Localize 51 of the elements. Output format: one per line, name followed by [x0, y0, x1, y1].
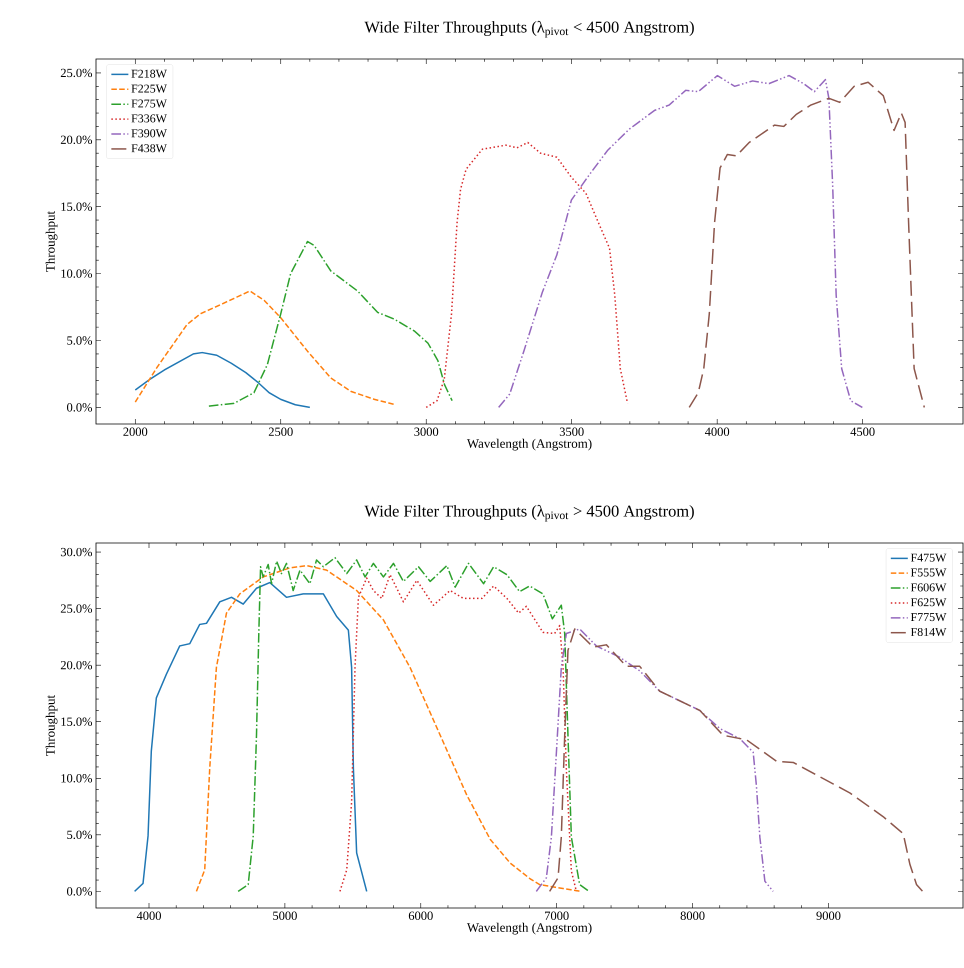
line-series	[425, 142, 628, 408]
x-tick-label: 4000	[136, 912, 161, 920]
y-axis-title: Throughput	[46, 695, 58, 756]
x-tick-label: 3000	[414, 428, 438, 436]
y-tick-label: 25.0%	[60, 68, 92, 78]
x-tick-label: 4500	[850, 428, 875, 436]
y-tick-label: 20.0%	[60, 660, 92, 670]
legend-label: F218W	[131, 70, 167, 78]
y-tick-label: 25.0%	[60, 604, 92, 613]
chart-title: Wide Filter Throughputs (λ$_{pivot}$ > 4500 Angstrom)	[364, 504, 694, 522]
x-tick-label: 3500	[560, 428, 584, 436]
y-tick-label: 0.0%	[67, 887, 92, 896]
y-axis-title: Throughput	[46, 211, 58, 272]
y-tick-label: 15.0%	[61, 717, 92, 726]
line-series	[134, 582, 368, 892]
line-series	[498, 74, 864, 408]
x-tick-label: 8000	[680, 912, 705, 920]
legend-label: F438W	[131, 144, 167, 152]
legend-label: F814W	[910, 628, 946, 636]
line-series	[688, 82, 926, 408]
y-tick-label: 15.0%	[61, 202, 92, 211]
legend-label: F275W	[131, 99, 167, 108]
legend-label: F225W	[131, 84, 167, 93]
y-tick-label: 20.0%	[60, 136, 92, 144]
y-tick-label: 10.0%	[61, 269, 92, 278]
line-series	[536, 628, 774, 892]
y-tick-label: 5.0%	[67, 830, 92, 840]
y-tick-label: 30.0%	[60, 548, 92, 556]
x-tick-label: 6000	[408, 912, 433, 920]
legend-label: F775W	[910, 613, 946, 622]
x-tick-label: 7000	[545, 912, 569, 920]
line-series	[134, 290, 396, 406]
y-tick-label: 10.0%	[61, 774, 92, 782]
x-tick-label: 2500	[268, 428, 293, 436]
x-axis-title: Wavelength (Angstrom)	[466, 438, 592, 451]
legend-label: F625W	[910, 598, 946, 606]
line-series	[339, 574, 578, 892]
x-axis-title: Wavelength (Angstrom)	[466, 922, 592, 935]
legend-label: F555W	[910, 568, 946, 577]
y-tick-label: 0.0%	[67, 403, 92, 412]
x-tick-label: 2000	[123, 428, 148, 436]
legend-label: F336W	[131, 114, 167, 122]
legend-label: F475W	[910, 554, 946, 562]
legend-label: F606W	[910, 583, 946, 592]
line-series	[208, 240, 453, 407]
x-tick-label: 9000	[816, 912, 840, 920]
legend-label: F390W	[131, 129, 167, 138]
chart-title: Wide Filter Throughputs (λ$_{pivot}$ < 4500 Angstrom)	[364, 20, 694, 38]
x-tick-label: 5000	[273, 912, 297, 920]
x-tick-label: 4000	[704, 428, 730, 436]
y-tick-label: 5.0%	[67, 336, 92, 345]
